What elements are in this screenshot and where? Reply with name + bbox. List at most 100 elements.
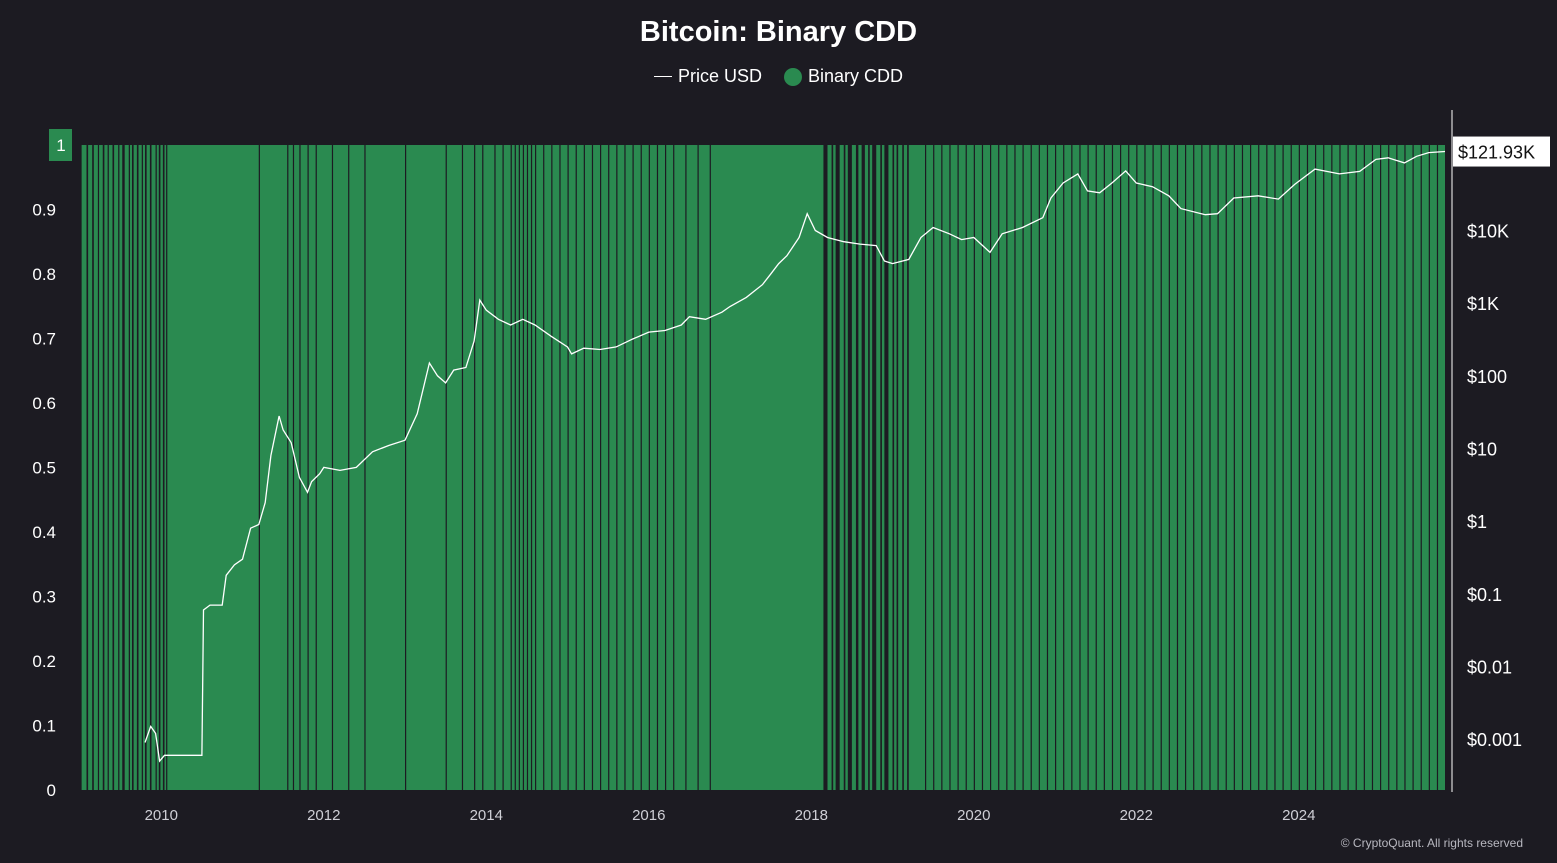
- binary-cdd-zero-bar: [1176, 145, 1179, 790]
- binary-cdd-zero-bar: [149, 145, 152, 790]
- binary-cdd-zero-bar: [107, 145, 109, 790]
- binary-cdd-zero-bar: [155, 145, 157, 790]
- left-axis-tick-label: 0.7: [32, 330, 56, 349]
- binary-cdd-zero-bar: [1201, 145, 1203, 790]
- binary-cdd-zero-bar: [132, 145, 134, 790]
- binary-cdd-zero-bar: [92, 145, 94, 790]
- binary-cdd-zero-bar: [1355, 145, 1357, 790]
- x-axis-tick-label: 2022: [1120, 807, 1153, 824]
- legend-item-binary-cdd[interactable]: Binary CDD: [783, 66, 904, 87]
- binary-cdd-zero-bar: [1120, 145, 1122, 790]
- binary-cdd-zero-bar: [892, 145, 895, 790]
- binary-cdd-zero-bar: [445, 145, 447, 790]
- binary-cdd-zero-bar: [128, 145, 130, 790]
- binary-cdd-zero-bar: [1006, 145, 1008, 790]
- binary-cdd-zero-bar: [1290, 145, 1292, 790]
- binary-cdd-zero-bar: [1258, 145, 1260, 790]
- binary-cdd-zero-bar: [673, 145, 675, 790]
- right-axis-tick-label: $0.001: [1467, 730, 1522, 750]
- legend-line-icon: [653, 76, 672, 77]
- binary-cdd-area: [80, 145, 1445, 790]
- binary-cdd-zero-bar: [1380, 145, 1382, 790]
- binary-cdd-zero-bar: [551, 145, 553, 790]
- current-price-label: $121.93K: [1458, 143, 1535, 163]
- binary-cdd-zero-bar: [80, 145, 82, 790]
- binary-cdd-zero-bar: [665, 145, 667, 790]
- binary-cdd-zero-bar: [1282, 145, 1284, 790]
- binary-cdd-zero-bar: [166, 145, 168, 790]
- binary-cdd-zero-bar: [315, 145, 317, 790]
- binary-cdd-zero-bar: [616, 145, 618, 790]
- binary-cdd-zero-bar: [907, 145, 909, 790]
- binary-cdd-zero-bar: [510, 145, 512, 790]
- current-price-box: [1453, 136, 1550, 167]
- binary-cdd-zero-bar: [591, 145, 594, 790]
- binary-cdd-zero-bar: [474, 145, 476, 790]
- binary-cdd-zero-bar: [843, 145, 846, 790]
- left-axis-tick-label: 0.8: [32, 265, 56, 284]
- right-axis-tick-label: $1: [1467, 512, 1487, 532]
- binary-cdd-zero-bar: [1095, 145, 1097, 790]
- binary-cdd-zero-bar: [136, 145, 139, 790]
- binary-cdd-zero-bar: [1388, 145, 1390, 790]
- binary-cdd-zero-bar: [1225, 145, 1227, 790]
- binary-cdd-zero-bar: [364, 145, 366, 790]
- binary-cdd-zero-bar: [656, 145, 659, 790]
- legend-item-price[interactable]: Price USD: [653, 66, 762, 87]
- binary-cdd-zero-bar: [145, 145, 147, 790]
- right-axis-tick-label: $0.1: [1467, 585, 1502, 605]
- binary-cdd-zero-bar: [697, 145, 699, 790]
- binary-cdd-zero-bar: [868, 145, 870, 790]
- legend-label-binary-cdd: Binary CDD: [807, 66, 904, 86]
- binary-cdd-zero-bar: [331, 145, 334, 790]
- binary-cdd-zero-bar: [494, 145, 496, 790]
- right-axis-tick-label: $100: [1467, 367, 1507, 387]
- binary-cdd-zero-bar: [1306, 145, 1309, 790]
- binary-cdd-zero-bar: [1266, 145, 1268, 790]
- legend: Price USD Binary CDD: [0, 66, 1557, 87]
- binary-cdd-zero-bar: [1152, 145, 1154, 790]
- price-usd-line: [144, 150, 1446, 763]
- binary-cdd-zero-bar: [162, 145, 165, 790]
- binary-cdd-zero-bar: [1250, 145, 1252, 790]
- binary-cdd-zero-bar: [902, 145, 904, 790]
- left-axis-tick-label: 0.2: [32, 652, 56, 671]
- binary-cdd-zero-bar: [258, 145, 260, 790]
- x-axis-tick-label: 2020: [957, 807, 990, 824]
- binary-cdd-zero-bar: [640, 145, 642, 790]
- binary-cdd-zero-bar: [1185, 145, 1187, 790]
- x-axis-tick-label: 2018: [795, 807, 828, 824]
- binary-cdd-zero-bar: [1241, 145, 1244, 790]
- binary-cdd-zero-bar: [1014, 145, 1016, 790]
- binary-cdd-zero-bar: [998, 145, 1000, 790]
- binary-cdd-zero-bar: [1217, 145, 1219, 790]
- binary-cdd-zero-bar: [1136, 145, 1138, 790]
- x-axis-tick-label: 2016: [632, 807, 665, 824]
- legend-label-price: Price USD: [677, 66, 762, 86]
- binary-cdd-zero-bar: [482, 145, 484, 790]
- binary-cdd-zero-bar: [990, 145, 992, 790]
- right-axis-tick-label: $0.01: [1467, 658, 1512, 678]
- left-axis-tick-label: 0.6: [32, 394, 56, 413]
- binary-cdd-zero-bar: [522, 145, 525, 790]
- left-axis-highlight-box: [49, 129, 72, 161]
- binary-cdd-zero-bar: [925, 145, 927, 790]
- binary-cdd-zero-bar: [1420, 145, 1422, 790]
- binary-cdd-zero-bar: [973, 145, 975, 790]
- binary-cdd-zero-bar: [981, 145, 984, 790]
- binary-cdd-zero-bar: [847, 145, 852, 790]
- binary-cdd-zero-bar: [1339, 145, 1341, 790]
- binary-cdd-zero-bar: [1030, 145, 1032, 790]
- binary-cdd-zero-bar: [292, 145, 295, 790]
- binary-cdd-zero-bar: [1079, 145, 1081, 790]
- x-axis-tick-label: 2014: [470, 807, 503, 824]
- binary-cdd-zero-bar: [1022, 145, 1024, 790]
- binary-cdd-zero-bar: [1323, 145, 1325, 790]
- binary-cdd-zero-bar: [933, 145, 935, 790]
- binary-cdd-zero-bar: [1038, 145, 1040, 790]
- binary-cdd-zero-bar: [685, 145, 687, 790]
- binary-cdd-zero-bar: [1087, 145, 1089, 790]
- binary-cdd-zero-bar: [1371, 145, 1374, 790]
- binary-cdd-zero-bar: [1209, 145, 1211, 790]
- binary-cdd-zero-bar: [823, 145, 828, 790]
